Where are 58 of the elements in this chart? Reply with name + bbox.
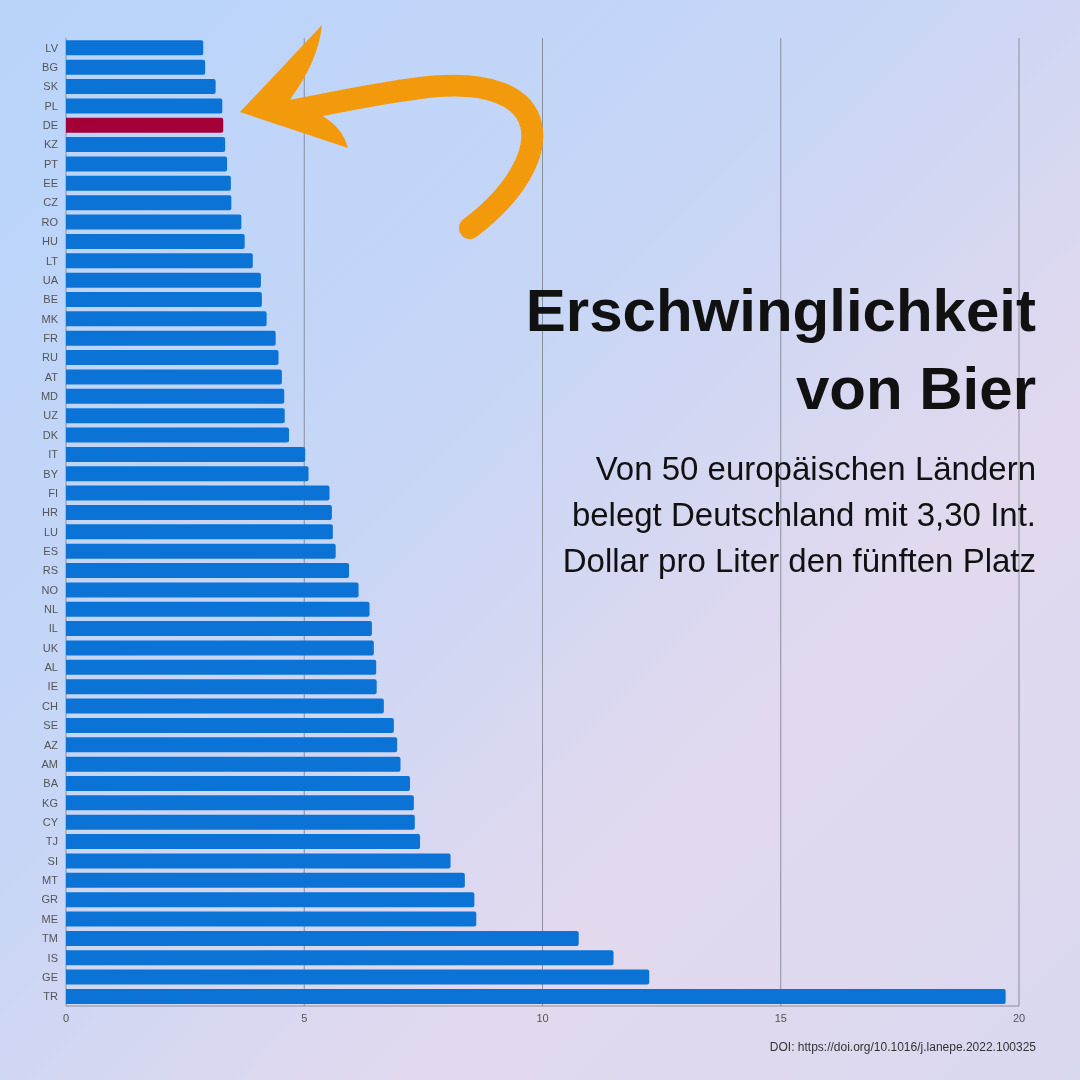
y-tick-label: CZ bbox=[43, 196, 59, 209]
text: Von 50 europäischen Ländern belegt Deutschland mit 3,30 Int. Dollar pro Liter den fünften Platz bbox=[561, 449, 1036, 581]
y-tick-label: EE bbox=[43, 177, 58, 190]
y-tick-label: LU bbox=[43, 525, 59, 538]
y-tick-label: KG bbox=[42, 796, 58, 809]
y-tick-label: TJ bbox=[45, 835, 58, 848]
y-tick-label: DK bbox=[42, 428, 59, 441]
y-tick-label: NO bbox=[41, 583, 59, 596]
y-tick-label: GR bbox=[41, 893, 59, 906]
y-tick-label: AM bbox=[41, 757, 58, 770]
y-tick-label: TR bbox=[43, 990, 59, 1003]
y-tick-label: MD bbox=[40, 390, 59, 403]
y-tick-label: IT bbox=[48, 448, 59, 461]
y-tick-label: RS bbox=[42, 564, 58, 577]
y-tick-label: LT bbox=[45, 254, 59, 267]
y-tick-label: LV bbox=[45, 41, 59, 54]
y-tick-label: PL bbox=[44, 99, 58, 112]
y-tick-label: BE bbox=[43, 293, 58, 306]
y-tick-label: BG bbox=[42, 60, 58, 73]
y-tick-label: FI bbox=[48, 486, 58, 499]
y-tick-label: NL bbox=[43, 603, 58, 616]
y-tick-label: IE bbox=[47, 680, 58, 693]
x-tick-label: 5 bbox=[301, 1011, 308, 1024]
y-tick-label: SK bbox=[43, 80, 59, 93]
y-tick-label: TM bbox=[42, 932, 58, 945]
y-tick-label: CH bbox=[42, 699, 59, 712]
y-tick-label: CY bbox=[42, 815, 59, 828]
y-tick-label: MT bbox=[42, 874, 59, 887]
y-tick-label: PT bbox=[43, 157, 59, 170]
x-tick-label: 20 bbox=[1012, 1011, 1026, 1024]
y-tick-label: UZ bbox=[43, 409, 59, 422]
y-tick-label: GE bbox=[42, 970, 58, 983]
y-tick-label: AT bbox=[44, 370, 59, 383]
y-tick-label: IS bbox=[47, 951, 58, 964]
text: DOI: https://doi.org/10.1016/j.lanepe.2022.100325 bbox=[769, 1040, 1036, 1054]
y-tick-label: RO bbox=[41, 215, 59, 228]
y-tick-label: RU bbox=[42, 351, 59, 364]
y-tick-label: MK bbox=[41, 312, 59, 325]
y-tick-label: ME bbox=[41, 912, 58, 925]
y-tick-label: DE bbox=[42, 119, 58, 132]
y-tick-label: AZ bbox=[43, 738, 59, 751]
y-tick-label: SE bbox=[43, 719, 58, 732]
y-tick-label: HR bbox=[42, 506, 59, 519]
y-tick-label: UA bbox=[42, 273, 59, 286]
y-tick-label: BY bbox=[43, 467, 59, 480]
y-tick-label: ES bbox=[43, 544, 58, 557]
y-tick-label: SI bbox=[47, 854, 58, 867]
y-tick-label: KZ bbox=[43, 138, 59, 151]
x-tick-label: 15 bbox=[774, 1011, 787, 1024]
y-tick-label: BA bbox=[43, 777, 59, 790]
y-tick-label: UK bbox=[42, 641, 59, 654]
x-tick-label: 0 bbox=[62, 1011, 70, 1024]
y-tick-label: IL bbox=[48, 622, 58, 635]
x-tick-label: 10 bbox=[536, 1011, 549, 1024]
text: Erschwinglichkeit von Bier bbox=[524, 276, 1036, 424]
y-tick-label: AL bbox=[44, 661, 58, 674]
y-tick-label: FR bbox=[43, 331, 59, 344]
y-tick-label: HU bbox=[42, 235, 59, 248]
